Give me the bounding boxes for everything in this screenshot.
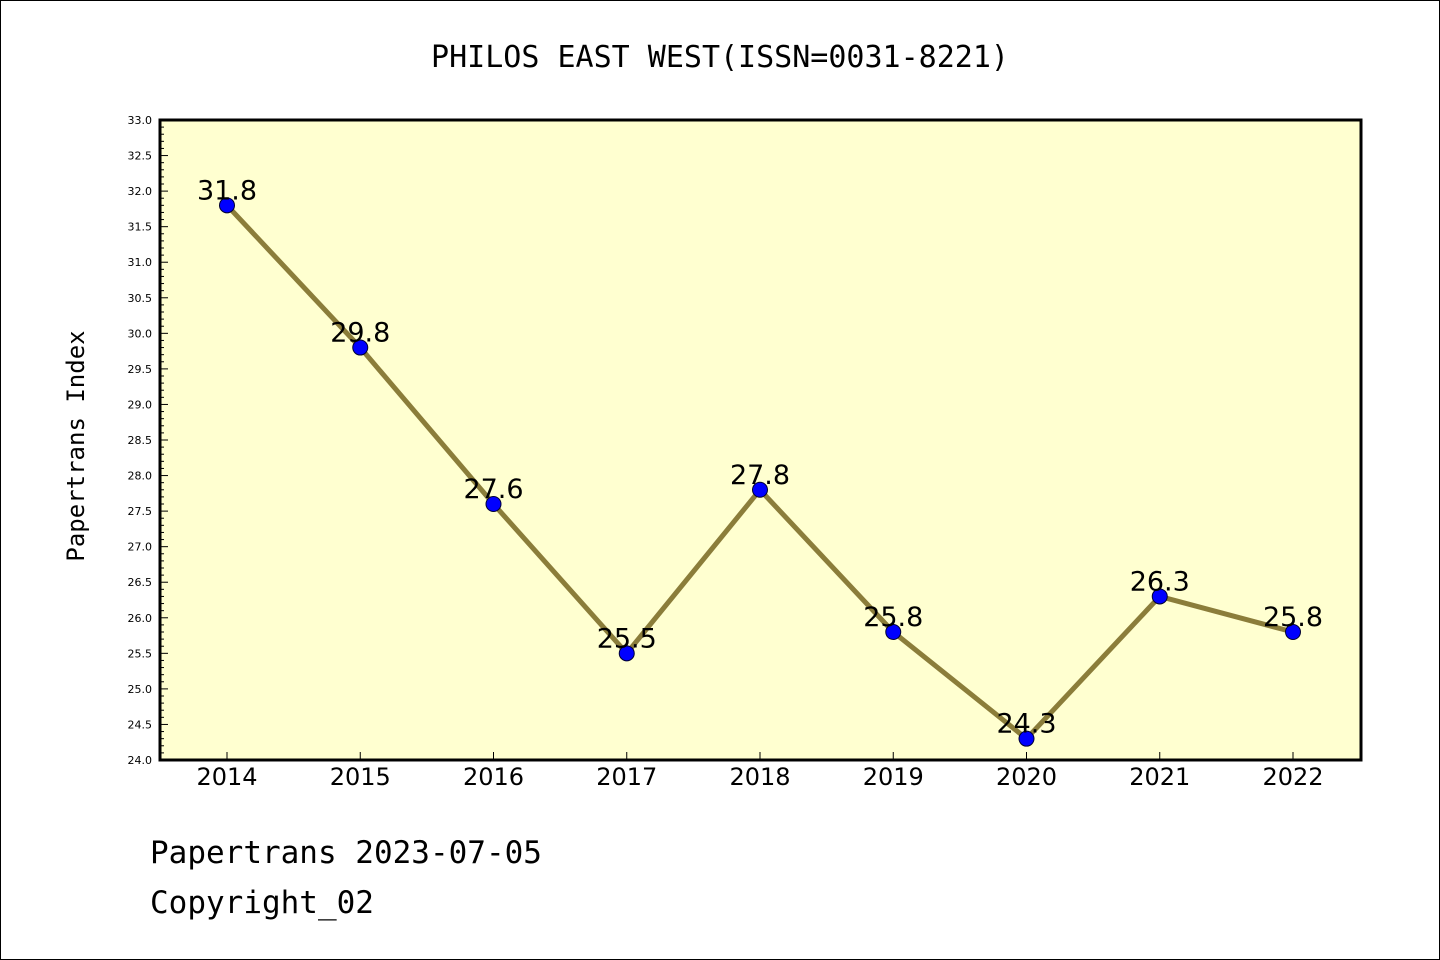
data-label: 29.8 — [330, 318, 390, 349]
y-tick-label: 25.0 — [128, 683, 153, 696]
y-tick-label: 25.5 — [128, 647, 153, 660]
x-tick-label: 2016 — [463, 763, 524, 791]
y-tick-label: 24.0 — [128, 754, 153, 767]
data-label: 26.3 — [1130, 566, 1190, 597]
y-tick-label: 32.5 — [128, 150, 153, 163]
y-tick-label: 29.0 — [128, 398, 153, 411]
data-point — [885, 624, 902, 640]
footer-date: Papertrans 2023-07-05 — [150, 835, 542, 871]
y-tick-label: 27.0 — [128, 541, 153, 554]
data-label: 25.8 — [1263, 602, 1323, 633]
data-point — [1151, 588, 1168, 605]
y-tick-label: 26.0 — [128, 612, 153, 625]
y-tick-label: 32.0 — [128, 185, 153, 198]
chart-title: PHILOS EAST WEST(ISSN=0031-8221) — [431, 40, 1009, 75]
axis-ticks: 24.0 24.5 25.0 25.5 26.0 26.5 27.0 27.5 28.0 28.5… — [128, 114, 1324, 791]
y-tick-label: 28.0 — [128, 470, 153, 483]
data-label: 24.3 — [996, 709, 1056, 740]
data-label: 25.5 — [597, 623, 657, 654]
y-tick-label: 31.5 — [128, 221, 153, 234]
data-point — [752, 481, 768, 498]
markers — [219, 197, 1301, 747]
y-tick-label: 28.5 — [128, 434, 153, 447]
plot-border — [158, 118, 1363, 762]
y-tick-label: 29.5 — [128, 363, 153, 376]
data-label: 27.8 — [730, 460, 790, 491]
y-tick-label: 27.5 — [128, 505, 153, 518]
x-tick-label: 2021 — [1129, 763, 1190, 791]
data-point — [1018, 730, 1035, 747]
x-tick-label: 2018 — [729, 763, 790, 791]
x-tick-label: 2015 — [330, 763, 391, 791]
y-tick-label: 31.0 — [128, 256, 153, 269]
data-label: 31.8 — [197, 175, 257, 206]
x-tick-label: 2014 — [196, 763, 257, 791]
data-point — [618, 645, 635, 662]
y-tick-label: 33.0 — [128, 114, 153, 127]
plot-area — [160, 120, 1361, 760]
data-label: 27.6 — [463, 474, 523, 505]
data-point — [352, 339, 369, 356]
y-tick-label: 26.5 — [128, 576, 153, 589]
x-tick-label: 2019 — [863, 763, 924, 791]
x-tick-label: 2020 — [996, 763, 1057, 791]
data-point — [219, 197, 235, 214]
data-labels: 31.8 29.8 27.6 25.5 27.8 25.8 24.3 26.3 25.8 — [197, 175, 1323, 739]
data-point — [485, 496, 502, 512]
y-tick-label: 30.0 — [128, 327, 153, 340]
footer-copyright: Copyright_02 — [150, 885, 374, 921]
y-tick-label: 24.5 — [128, 718, 153, 731]
data-point — [1285, 624, 1301, 640]
y-tick-label: 30.5 — [128, 292, 153, 305]
y-axis-label: Papertrans Index — [62, 330, 90, 561]
x-tick-label: 2022 — [1262, 763, 1323, 791]
data-label: 25.8 — [863, 602, 923, 633]
x-tick-label: 2017 — [596, 763, 657, 791]
